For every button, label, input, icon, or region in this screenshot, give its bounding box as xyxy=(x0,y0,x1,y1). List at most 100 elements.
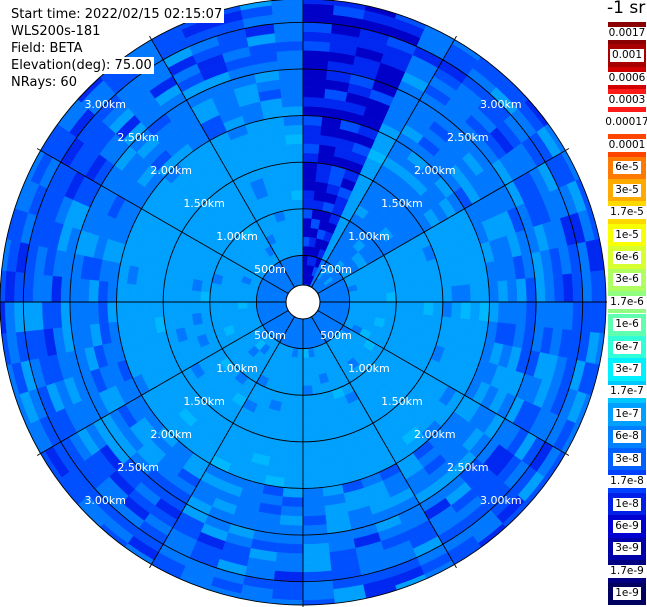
range-ring-label: 3.00km xyxy=(84,98,126,111)
colorbar-tick-label: 6e-7 xyxy=(613,340,641,354)
azimuth-line xyxy=(302,301,570,456)
range-ring-label: 2.00km xyxy=(150,164,192,177)
radar-bin xyxy=(571,272,583,303)
radar-bin xyxy=(469,301,481,321)
radar-bin xyxy=(4,270,16,303)
radar-bin xyxy=(339,296,350,303)
start-time-label: Start time: 2022/02/15 02:15:07 xyxy=(11,6,225,23)
radar-bin xyxy=(506,301,518,325)
radar-bin xyxy=(283,115,304,127)
range-ring-label: 500m xyxy=(254,329,286,342)
radar-bin xyxy=(386,292,397,303)
radar-bin xyxy=(302,570,333,582)
colorbar-swatch: 0.0006 xyxy=(606,66,647,90)
colorbar-tick-label: 0.00017 xyxy=(603,116,647,130)
radar-bin xyxy=(367,293,378,303)
radar-bin xyxy=(291,403,304,415)
colorbar-swatch: 1.7e-7 xyxy=(608,380,646,404)
radar-bin xyxy=(97,280,109,303)
radar-bin xyxy=(488,281,499,303)
radar-bin xyxy=(294,375,304,387)
radar-bin xyxy=(237,301,248,310)
radar-bin xyxy=(302,208,313,219)
radar-bin xyxy=(88,279,100,303)
radar-bin xyxy=(41,274,53,303)
colorbar-tick-label: 6e-8 xyxy=(613,430,641,444)
range-ring-label: 500m xyxy=(320,329,352,342)
colorbar-swatch: 6e-9 xyxy=(608,515,646,538)
radar-bin xyxy=(302,515,327,526)
radar-bin xyxy=(302,124,322,136)
radar-bin xyxy=(181,301,192,315)
radar-bin xyxy=(423,301,434,316)
radar-bin xyxy=(302,152,319,164)
radar-bin xyxy=(134,301,146,320)
radar-bin xyxy=(376,293,388,303)
radar-bin xyxy=(290,413,304,424)
radar-bin xyxy=(302,348,310,359)
radar-bin xyxy=(302,505,326,517)
radar-bin xyxy=(302,31,332,43)
radar-bin xyxy=(404,290,416,303)
range-ring-label: 1.50km xyxy=(183,197,225,210)
colorbar-swatch: 3e-6 xyxy=(608,268,646,292)
radar-bin xyxy=(275,40,304,52)
range-ring-label: 2.50km xyxy=(117,461,159,474)
radar-bin xyxy=(88,301,100,325)
radar-bin xyxy=(274,31,304,43)
radar-bin xyxy=(302,496,325,508)
range-ring-label: 3.00km xyxy=(480,494,522,507)
radar-bin xyxy=(218,293,230,303)
radar-bin xyxy=(451,285,462,303)
radar-bin xyxy=(302,171,317,182)
colorbar-tick-label: 6e-5 xyxy=(613,161,641,175)
radar-bin xyxy=(488,301,499,323)
radar-bin xyxy=(125,283,137,303)
radar-bin xyxy=(294,366,304,377)
range-ring-label: 1.50km xyxy=(183,395,225,408)
range-ring-label: 2.50km xyxy=(447,461,489,474)
radar-bin xyxy=(553,274,565,303)
colorbar-swatch: 3e-9 xyxy=(608,537,646,561)
azimuth-line xyxy=(302,148,570,303)
radar-bin xyxy=(79,301,90,326)
colorbar-swatch: 3e-7 xyxy=(608,358,646,381)
radar-bin xyxy=(302,3,335,15)
radar-bin xyxy=(302,524,328,536)
range-ring-label: 1.00km xyxy=(216,230,258,243)
radar-bin xyxy=(302,468,322,480)
radar-bin xyxy=(281,496,304,508)
radar-bin xyxy=(172,288,183,303)
radar-bin xyxy=(294,217,304,229)
radar-bin xyxy=(516,301,527,326)
radar-bin xyxy=(69,301,81,327)
radar-bin xyxy=(562,273,574,303)
colorbar-swatch: 0.001 xyxy=(608,44,646,67)
radar-bin xyxy=(23,272,35,303)
range-ring-label: 2.50km xyxy=(117,131,159,144)
radar-bin xyxy=(497,280,509,303)
radar-bin xyxy=(302,487,324,498)
radar-bin xyxy=(571,301,583,332)
radar-bin xyxy=(287,152,304,164)
radar-bin xyxy=(302,561,332,573)
radar-bin xyxy=(97,301,109,324)
radar-bin xyxy=(288,161,304,173)
radar-bin xyxy=(162,301,174,317)
radar-bin xyxy=(285,218,296,230)
colorbar-swatch: 6e-7 xyxy=(608,335,646,359)
radar-bin xyxy=(271,589,304,601)
range-ring-label: 1.50km xyxy=(381,197,423,210)
radar-bin xyxy=(190,290,202,303)
radar-bin xyxy=(283,477,304,489)
colorbar-tick-label: 1e-9 xyxy=(613,587,641,601)
radar-bin xyxy=(302,552,331,564)
radar-bin xyxy=(292,199,304,210)
radar-bin xyxy=(246,301,257,309)
range-ring-label: 1.00km xyxy=(216,362,258,375)
radar-bin xyxy=(404,301,416,314)
radar-bin xyxy=(414,289,425,303)
colorbar-tick-label: 3e-6 xyxy=(613,273,641,287)
radar-bin xyxy=(376,301,388,311)
radar-bin xyxy=(279,78,304,89)
